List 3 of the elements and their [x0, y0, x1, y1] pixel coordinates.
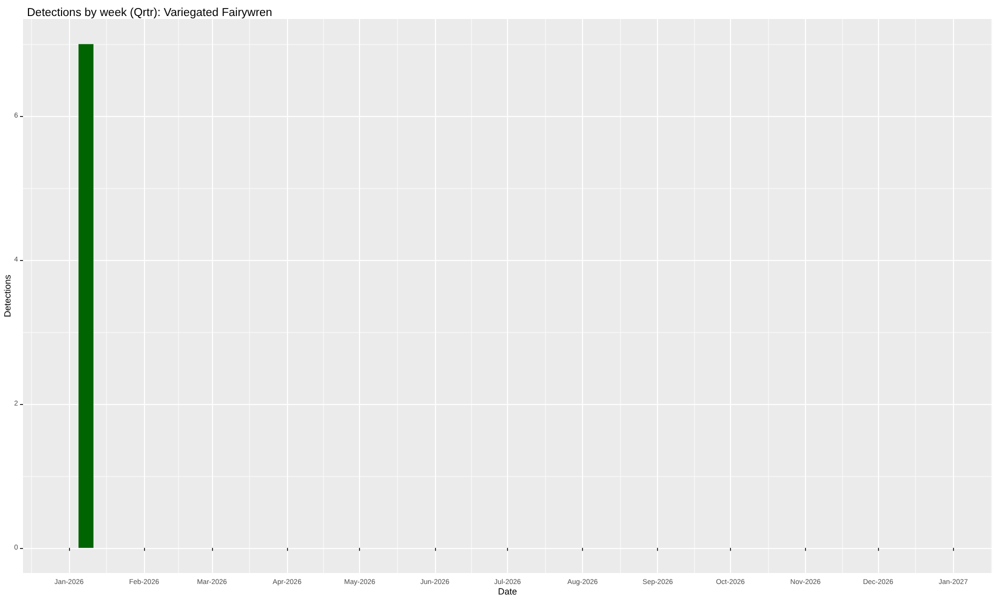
x-axis-title: Date — [498, 586, 518, 596]
chart-title: Detections by week (Qrtr): Variegated Fairywren — [27, 7, 272, 19]
y-axis-title: Detections — [2, 274, 12, 318]
